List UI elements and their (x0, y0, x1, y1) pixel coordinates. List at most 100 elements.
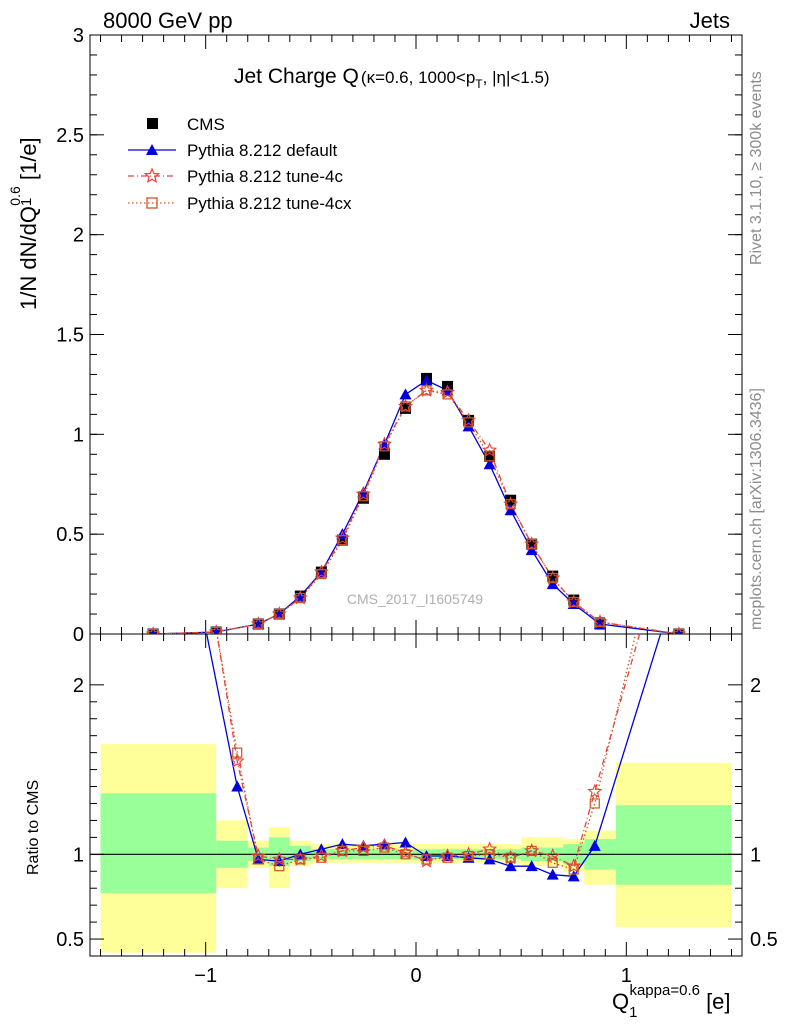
legend-label-tune4cx: Pythia 8.212 tune-4cx (187, 194, 352, 213)
main-point-cms (378, 448, 390, 460)
ratio-bands (90, 744, 742, 953)
ratio-point-tune4cx (442, 852, 453, 863)
main-point-default (399, 388, 412, 400)
main-ylabel-sub: 1 (18, 198, 35, 206)
chart-title-sub: (κ=0.6, 1000<p (361, 68, 475, 87)
legend-marker-tune4c (143, 167, 161, 183)
main-ytick-label: 0 (73, 624, 84, 646)
main-point-tune4cx (358, 491, 369, 502)
legend-label-tune4c: Pythia 8.212 tune-4c (187, 167, 343, 186)
main-point-default (483, 458, 496, 470)
main-ylabel: 1/N dN/dQ10.6 [1/e] (7, 137, 41, 310)
legend-marker-cms (147, 118, 158, 129)
main-point-default (546, 578, 559, 590)
main-point-tune4cx (379, 441, 390, 452)
ratio-point-tune4c (250, 848, 266, 863)
main-point-tune4cx (253, 618, 264, 630)
chart-title-sub-end: , |η|<1.5) (483, 68, 550, 87)
ratio-point-default (231, 780, 244, 792)
ratio-point-tune4cx (232, 747, 243, 758)
main-ytick-label: 3 (73, 25, 84, 47)
main-ylabel-sup: 0.6 (7, 186, 23, 206)
main-ytick-label: 2 (73, 225, 84, 247)
main-ytick-label: 1 (73, 424, 84, 446)
ratio-point-default (504, 860, 517, 872)
main-point-tune4cx (211, 626, 222, 634)
rivet-label: Rivet 3.1.10, ≥ 300k events (748, 71, 765, 265)
main-ytick-label: 1.5 (56, 325, 84, 347)
legend-item-tune4cx: Pythia 8.212 tune-4cx (128, 194, 352, 213)
main-point-default (675, 628, 683, 634)
ratio-line-opensquare (216, 634, 637, 871)
ratio-point-tune4c (355, 839, 371, 854)
ratio-point-tune4cx (589, 798, 600, 809)
main-point-default (149, 628, 157, 634)
main-point-tune4cx (316, 568, 327, 580)
main-point-tune4cx (421, 385, 432, 396)
ratio-ytick-label-right: 2 (750, 675, 761, 697)
legend-item-tune4c: Pythia 8.212 tune-4c (128, 167, 343, 186)
ratio-xtick-label: 1 (621, 965, 632, 987)
xlabel-unit: [e] (700, 989, 731, 1014)
xlabel-sub: 1 (629, 1004, 637, 1021)
ratio-point-tune4cx (337, 845, 348, 857)
ratio-point-tune4cx (526, 845, 537, 857)
main-point-tune4cx (568, 596, 579, 608)
legend-label-cms: CMS (187, 115, 225, 134)
chart-title: Jet Charge Q (κ=0.6, 1000<pT, |η|<1.5) (234, 65, 550, 91)
band-inner-9 (615, 805, 732, 885)
ratio-point-tune4cx (484, 849, 495, 860)
ratio-point-default (567, 870, 580, 882)
ratio-ytick-label-right: 0.5 (750, 929, 778, 951)
ratio-point-default (546, 868, 559, 880)
ratio-xtick-label: −1 (194, 965, 217, 987)
main-point-tune4cx (484, 451, 495, 462)
ratio-point-tune4cx (568, 864, 579, 875)
ratio-point-tune4c (545, 848, 561, 863)
ratio-point-tune4cx (547, 857, 558, 868)
main-point-default (504, 504, 517, 516)
legend-item-cms: CMS (147, 115, 225, 134)
main-point-default (420, 374, 433, 386)
ratio-point-tune4cx (421, 854, 432, 865)
ratio-xtick-label: 0 (410, 965, 421, 987)
main-ylabel-unit: [1/e] (16, 137, 41, 186)
ratio-series-group (206, 634, 662, 882)
main-point-default (211, 626, 221, 634)
watermark: CMS_2017_I1605749 (347, 591, 483, 607)
main-point-tune4cx (547, 572, 558, 584)
mcplots-label: mcplots.cern.ch [arXiv:1306.3436] (748, 388, 765, 630)
ratio-point-tune4cx (379, 842, 390, 853)
xlabel-text: Q (612, 989, 629, 1014)
header-left: 8000 GeV pp (103, 8, 233, 33)
main-point-tune4cx (442, 389, 453, 400)
main-point-tune4cx (526, 539, 537, 550)
ratio-ytick-label-right: 1 (750, 844, 761, 866)
main-ylabel-text: 1/N dN/dQ (16, 206, 41, 310)
ratio-point-default (525, 860, 538, 872)
band-inner-0 (100, 793, 217, 894)
main-point-tune4c (482, 442, 498, 457)
legend-item-default: Pythia 8.212 default (128, 141, 338, 160)
plot-content: 0 0.5 1 1.5 2 2.5 3 −1 0 1 0.5 0.5 1 1 2 2 (56, 25, 778, 987)
ratio-point-tune4cx (400, 849, 411, 860)
legend-marker-tune4cx (146, 197, 158, 209)
chart-title-main: Jet Charge Q (234, 65, 359, 88)
ratio-ytick-label-left: 2 (73, 675, 84, 697)
ratio-point-tune4cx (253, 854, 264, 865)
ratio-point-default (588, 839, 601, 851)
main-point-tune4cx (594, 616, 606, 628)
chart-title-sub-T: T (475, 77, 483, 91)
main-point-tune4cx (147, 628, 159, 634)
legend-label-default: Pythia 8.212 default (187, 141, 338, 160)
ratio-point-tune4c (229, 753, 245, 768)
main-point-default (525, 544, 538, 556)
main-point-cms (547, 570, 559, 582)
header-right: Jets (690, 8, 730, 33)
main-ytick-label: 0.5 (56, 524, 84, 546)
main-point-tune4cx (673, 628, 685, 634)
main-ytick-label: 2.5 (56, 125, 84, 147)
ratio-point-tune4cx (463, 850, 474, 862)
main-point-tune4cx (274, 608, 285, 620)
